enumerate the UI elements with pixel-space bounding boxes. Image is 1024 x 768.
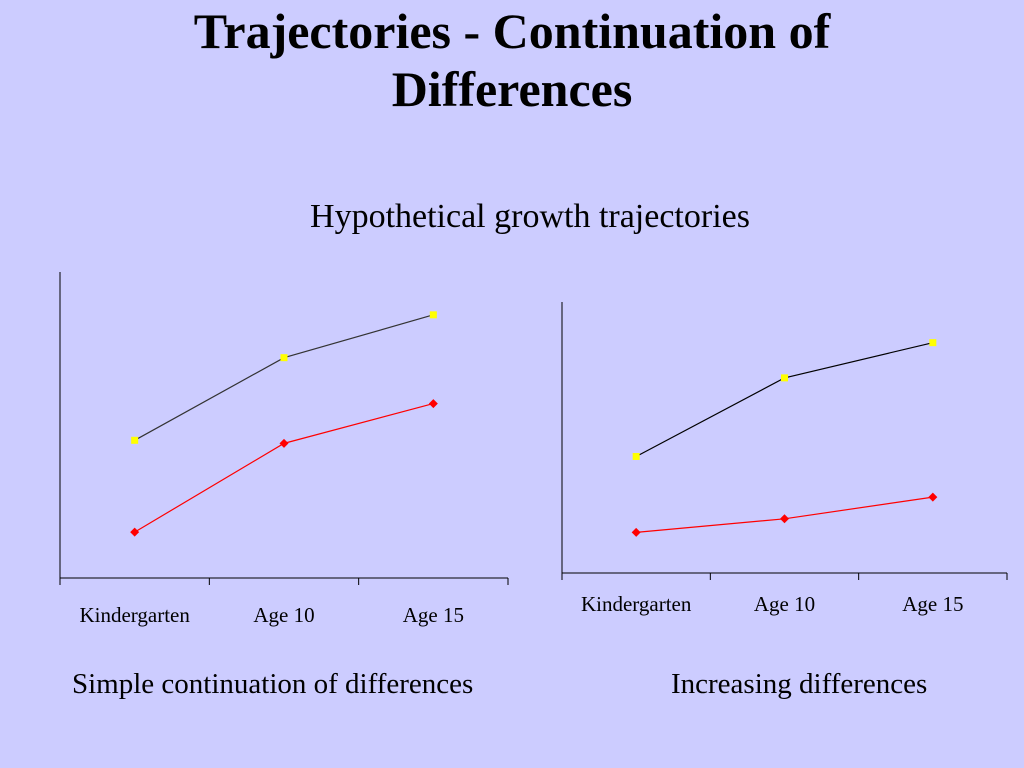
data-point-marker — [780, 514, 789, 524]
slide-title: Trajectories - Continuation of Differenc… — [0, 2, 1024, 118]
data-point-marker — [429, 311, 437, 319]
data-point-marker — [279, 438, 289, 448]
data-point-marker — [928, 492, 938, 502]
x-tick-label: Age 15 — [902, 592, 963, 616]
data-point-marker — [428, 399, 438, 409]
x-tick-label: Age 15 — [403, 603, 464, 627]
slide-title-line-1: Trajectories - Continuation of — [193, 3, 831, 59]
x-tick-label: Kindergarten — [79, 603, 190, 627]
x-tick-label: Kindergarten — [581, 592, 692, 616]
x-tick-label: Age 10 — [754, 592, 815, 616]
chart-caption-right: Increasing differences — [671, 668, 928, 700]
series-line-1 — [635, 342, 933, 458]
chart-subtitle: Hypothetical growth trajectories — [310, 198, 750, 235]
x-tick-label: Age 10 — [253, 603, 314, 627]
data-point-marker — [632, 452, 640, 460]
data-point-marker — [130, 527, 140, 537]
data-point-marker — [280, 354, 288, 362]
data-point-marker — [781, 374, 788, 382]
data-point-marker — [131, 436, 139, 444]
data-point-marker — [631, 527, 641, 537]
chart-caption-left: Simple continuation of differences — [72, 668, 474, 700]
slide-title-line-2: Differences — [391, 61, 633, 117]
data-point-marker — [929, 339, 937, 347]
